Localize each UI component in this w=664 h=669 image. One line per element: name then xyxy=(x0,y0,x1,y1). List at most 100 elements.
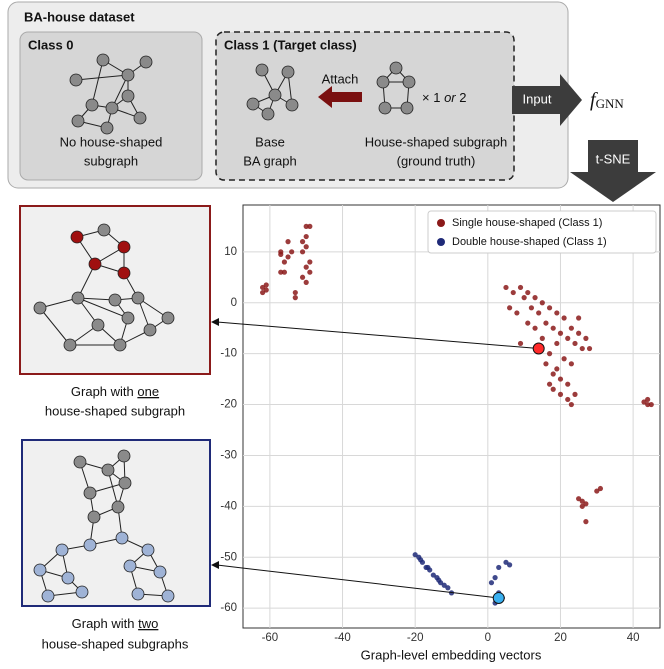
point xyxy=(579,345,585,352)
point xyxy=(307,223,313,229)
point xyxy=(576,496,582,502)
point xyxy=(285,239,291,245)
point xyxy=(550,386,556,392)
point xyxy=(583,335,589,341)
node xyxy=(268,88,282,102)
node xyxy=(41,589,55,603)
point xyxy=(554,366,560,372)
point xyxy=(546,381,553,387)
point xyxy=(278,269,284,275)
node xyxy=(69,73,83,87)
point xyxy=(645,401,651,408)
x-tick-label: 0 xyxy=(485,632,491,644)
x-axis-label: Graph-level embedding vectors xyxy=(361,647,542,662)
node xyxy=(108,293,122,307)
point xyxy=(550,325,556,331)
node xyxy=(70,230,84,244)
point xyxy=(550,371,556,377)
pointer-arrow xyxy=(216,321,539,350)
node xyxy=(261,107,275,121)
node xyxy=(117,266,131,280)
node xyxy=(376,75,390,89)
point xyxy=(281,269,288,275)
y-tick-label: -60 xyxy=(220,602,237,614)
caption-two: house-shaped subgraphs xyxy=(42,636,189,651)
node xyxy=(400,101,414,115)
point xyxy=(496,564,502,571)
y-tick-label: -20 xyxy=(220,399,237,411)
point xyxy=(568,325,574,331)
node xyxy=(161,311,175,325)
node xyxy=(133,111,147,125)
point xyxy=(557,376,564,382)
point xyxy=(539,335,545,341)
point xyxy=(579,498,585,504)
node xyxy=(402,75,416,89)
node xyxy=(91,318,105,332)
caption-one: Graph with one xyxy=(71,384,159,399)
point xyxy=(303,244,309,250)
point xyxy=(503,284,509,291)
node xyxy=(113,338,127,352)
point xyxy=(579,503,585,509)
point xyxy=(554,340,560,347)
node xyxy=(105,101,119,115)
point xyxy=(299,274,306,280)
point xyxy=(307,259,313,265)
point xyxy=(532,295,538,301)
point xyxy=(546,305,553,311)
attach-label: Attach xyxy=(322,71,359,86)
point xyxy=(492,575,498,581)
y-tick-label: 10 xyxy=(224,246,237,258)
node xyxy=(117,449,131,463)
node xyxy=(141,543,155,557)
point xyxy=(441,582,447,588)
point xyxy=(576,330,582,336)
point xyxy=(543,361,549,367)
point xyxy=(576,315,582,321)
y-tick-label: 0 xyxy=(231,297,237,309)
node xyxy=(143,323,157,337)
node xyxy=(83,486,97,500)
point xyxy=(557,391,564,397)
tsne-arrow xyxy=(570,140,656,202)
x-tick-label: 20 xyxy=(554,632,567,644)
node xyxy=(63,338,77,352)
point xyxy=(557,330,564,336)
node xyxy=(389,61,403,75)
point xyxy=(514,310,520,316)
pre: Graph with xyxy=(72,616,138,631)
node xyxy=(97,223,111,237)
point xyxy=(528,305,535,311)
legend-label: Single house-shaped (Class 1) xyxy=(452,217,602,229)
pre: Graph with xyxy=(71,384,137,399)
y-tick-label: -10 xyxy=(220,348,237,360)
point xyxy=(641,399,647,405)
count: 2 xyxy=(459,90,466,105)
node xyxy=(75,585,89,599)
point xyxy=(517,284,524,291)
node xyxy=(33,563,47,577)
node xyxy=(117,240,131,254)
point xyxy=(503,559,509,565)
point xyxy=(436,577,442,583)
point xyxy=(307,269,313,275)
node xyxy=(100,121,114,135)
point xyxy=(418,557,424,563)
point xyxy=(525,289,531,296)
point xyxy=(568,401,574,408)
point xyxy=(525,320,531,326)
point xyxy=(278,249,284,255)
node xyxy=(73,455,87,469)
legend-box xyxy=(427,210,657,254)
node xyxy=(255,63,269,77)
point xyxy=(281,259,288,265)
point xyxy=(583,501,589,507)
gnn: GNN xyxy=(596,96,625,111)
point xyxy=(510,289,516,296)
point xyxy=(303,223,309,229)
point xyxy=(583,519,589,525)
point xyxy=(565,381,571,387)
f: f xyxy=(590,89,598,111)
node xyxy=(378,101,392,115)
